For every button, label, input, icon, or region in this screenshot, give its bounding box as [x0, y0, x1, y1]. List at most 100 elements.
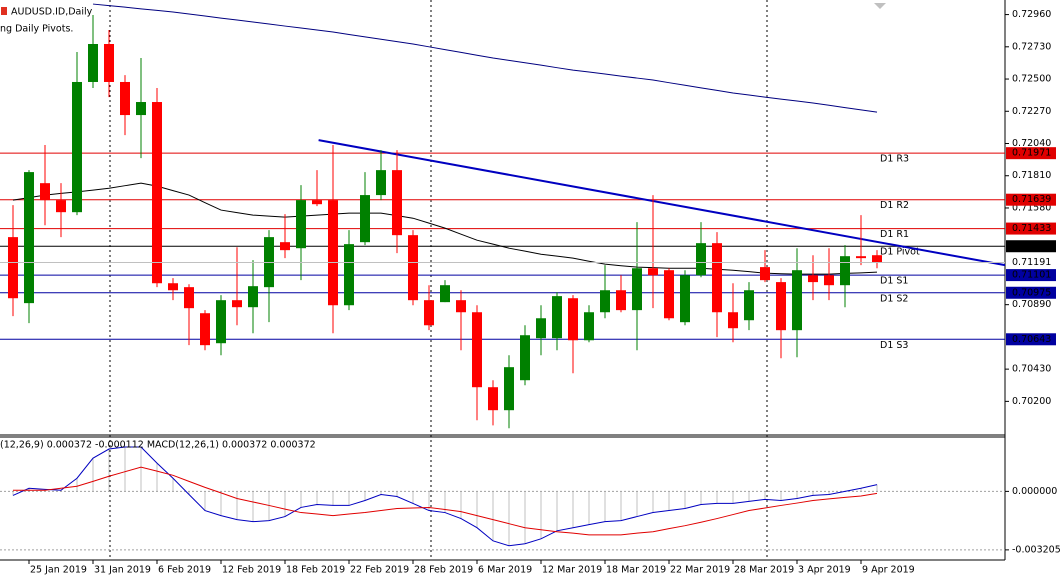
candle-body — [856, 256, 866, 259]
chart-title: AUDUSD.ID,Daily — [11, 7, 93, 18]
candle-body — [824, 275, 834, 286]
price-box — [1006, 222, 1056, 235]
macd-line — [13, 466, 878, 536]
y-tick-label: -0.003205 — [1012, 544, 1061, 555]
candle-body — [280, 242, 290, 251]
candle-body — [104, 44, 114, 82]
candle-body — [712, 243, 722, 313]
x-tick-label: 28 Feb 2019 — [414, 565, 473, 576]
y-tick-label: 0.72270 — [1012, 106, 1051, 117]
x-tick-label: 9 Apr 2019 — [862, 565, 915, 576]
y-tick-label: 0.70200 — [1012, 396, 1051, 407]
price-box-label: 0.70975 — [1012, 287, 1051, 298]
candle-body — [56, 200, 66, 213]
x-tick-label: 6 Feb 2019 — [158, 565, 211, 576]
trend-line — [318, 139, 1006, 267]
candle-body — [728, 312, 738, 329]
x-tick-label: 22 Feb 2019 — [350, 565, 409, 576]
price-box-label: 0.71433 — [1012, 223, 1051, 234]
candle-body — [216, 300, 226, 344]
candle-body — [808, 275, 818, 283]
x-tick-label: 12 Feb 2019 — [222, 565, 281, 576]
x-tick-label: 18 Mar 2019 — [606, 565, 666, 576]
macd-title: (12,26,9) 0.000372 -0.000112 MACD(12,26,… — [0, 440, 316, 451]
price-box — [1006, 147, 1056, 160]
pivot-label: D1 R1 — [880, 229, 909, 240]
candle-body — [296, 200, 306, 249]
candle-body — [792, 270, 802, 331]
candle-body — [24, 172, 34, 304]
candle-body — [520, 335, 530, 381]
y-tick-label: 0.72730 — [1012, 41, 1051, 52]
price-box — [1006, 193, 1056, 206]
pivot-label: D1 S3 — [880, 340, 908, 351]
symbol-icon — [1, 7, 7, 15]
x-tick-label: 28 Mar 2019 — [734, 565, 794, 576]
last-price-label: 0.71191 — [1012, 257, 1051, 268]
candle-body — [472, 312, 482, 388]
price-box-label: 0.71307 — [1012, 241, 1051, 252]
candle-body — [248, 286, 258, 308]
pivot-label: D1 S2 — [880, 293, 908, 304]
candle-body — [760, 267, 770, 281]
shift-marker — [874, 3, 886, 9]
x-tick-label: 25 Jan 2019 — [30, 565, 87, 576]
candle-body — [568, 298, 578, 341]
price-box — [1006, 240, 1056, 253]
candle-body — [40, 183, 50, 201]
candle-body — [152, 102, 162, 284]
x-tick-label: 31 Jan 2019 — [94, 565, 151, 576]
price-box-label: 0.70643 — [1012, 334, 1051, 345]
candle-body — [424, 300, 434, 326]
candle-body — [360, 195, 370, 243]
candle-body — [232, 300, 242, 308]
price-box-label: 0.71101 — [1012, 270, 1051, 281]
y-tick-label: 0.72500 — [1012, 74, 1051, 85]
y-tick-label: 0.72040 — [1012, 138, 1051, 149]
candle-body — [536, 318, 546, 339]
candle-body — [600, 290, 610, 313]
y-tick-label: 0.000000 — [1012, 486, 1057, 497]
y-tick-label: 0.71810 — [1012, 170, 1051, 181]
price-box-label: 0.71639 — [1012, 194, 1051, 205]
candle-body — [776, 282, 786, 331]
candle-body — [408, 235, 418, 301]
candle-body — [136, 102, 146, 116]
candle-body — [744, 290, 754, 321]
candle-body — [696, 243, 706, 276]
candle-body — [392, 170, 402, 236]
candle-body — [184, 287, 194, 309]
x-tick-label: 12 Mar 2019 — [542, 565, 602, 576]
pivot-label: D1 R3 — [880, 154, 909, 165]
pivot-label: D1 S1 — [880, 276, 908, 287]
candle-body — [344, 244, 354, 306]
candle-body — [328, 200, 338, 306]
price-box-label: 0.71971 — [1012, 148, 1051, 159]
candle-body — [680, 275, 690, 323]
indicator-name: ng Daily Pivots. — [0, 24, 73, 35]
y-tick-label: 0.70430 — [1012, 364, 1051, 375]
candle-body — [584, 312, 594, 341]
candle-body — [664, 270, 674, 319]
candle-body — [8, 237, 18, 299]
candle-body — [840, 256, 850, 286]
candle-body — [72, 81, 82, 213]
candle-body — [872, 255, 882, 263]
x-tick-label: 3 Apr 2019 — [798, 565, 851, 576]
y-tick-label: 0.72960 — [1012, 9, 1051, 20]
price-box — [1006, 286, 1056, 299]
y-tick-label: 0.71580 — [1012, 202, 1051, 213]
moving-average — [92, 3, 878, 113]
candle-body — [616, 290, 626, 311]
price-box — [1006, 269, 1056, 282]
candle-body — [632, 268, 642, 311]
candle-body — [440, 285, 450, 303]
x-tick-label: 6 Mar 2019 — [478, 565, 532, 576]
candle-body — [88, 44, 98, 82]
y-tick-label: 0.70890 — [1012, 299, 1051, 310]
pivot-label: D1 Pivot — [880, 247, 920, 258]
pivot-label: D1 R2 — [880, 200, 909, 211]
candle-body — [552, 296, 562, 339]
x-tick-label: 22 Mar 2019 — [670, 565, 730, 576]
